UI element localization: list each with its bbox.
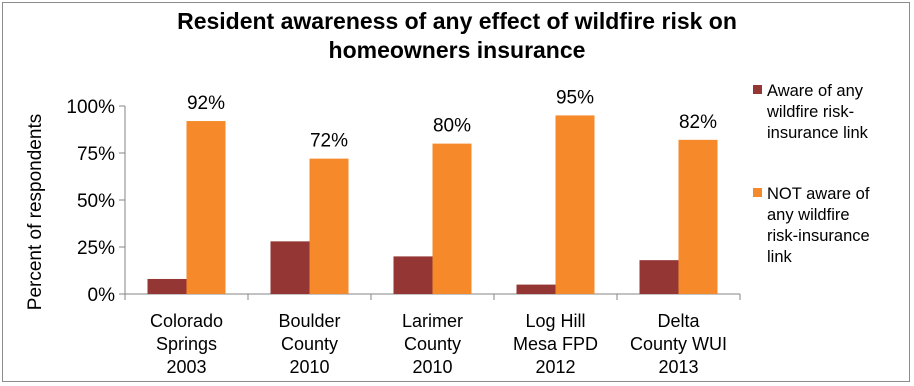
x-category-label: Mesa FPD: [513, 334, 598, 354]
x-category-label: County: [404, 334, 461, 354]
bar-data-label: 80%: [433, 116, 471, 137]
bar-data-label: 72%: [310, 131, 348, 152]
x-category-label: Delta: [657, 311, 700, 331]
legend-swatch-1: [753, 85, 762, 94]
bar-series-2: [309, 158, 349, 294]
legend-label-2: link: [767, 248, 793, 266]
bar-series-2: [678, 139, 718, 294]
legend-label-1: wildfire risk-: [766, 103, 854, 121]
bar-series-2: [432, 143, 472, 294]
chart-frame: Resident awareness of any effect of wild…: [2, 2, 910, 382]
chart: Resident awareness of any effect of wild…: [25, 8, 870, 377]
y-tick-label: 50%: [77, 191, 115, 212]
bar-series-1: [147, 278, 187, 294]
legend-label-2: NOT aware of: [767, 185, 870, 203]
legend-label-1: Aware of any: [767, 82, 864, 100]
bar-series-1: [393, 256, 433, 294]
x-category-label: Colorado: [150, 311, 223, 331]
y-axis-label: Percent of respondents: [25, 114, 46, 310]
x-category-label: Springs: [156, 334, 217, 354]
x-category-label: 2003: [166, 357, 206, 377]
y-tick-label: 100%: [66, 97, 115, 118]
bar-series-1: [639, 260, 679, 294]
legend-label-1: insurance link: [767, 124, 869, 142]
bar-series-1: [270, 241, 310, 294]
bar-data-label: 92%: [187, 93, 225, 114]
bar-series-1: [516, 284, 556, 294]
x-category-label: 2010: [412, 357, 452, 377]
bar-data-label: 82%: [679, 112, 717, 133]
bar-series-2: [186, 121, 226, 294]
chart-title-line: homeowners insurance: [329, 37, 586, 63]
x-category-label: Log Hill: [525, 311, 585, 331]
x-category-label: Boulder: [278, 311, 340, 331]
legend-swatch-2: [753, 188, 762, 197]
x-category-label: County: [281, 334, 338, 354]
bar-data-label: 95%: [556, 87, 594, 108]
legend-label-2: any wildfire: [767, 206, 850, 224]
x-category-label: 2013: [658, 357, 698, 377]
legend-label-2: risk-insurance: [767, 227, 870, 245]
bar-series-2: [555, 115, 595, 295]
y-tick-label: 75%: [77, 144, 115, 165]
chart-title-line: Resident awareness of any effect of wild…: [177, 8, 737, 34]
x-category-label: Larimer: [402, 311, 463, 331]
x-category-label: 2010: [289, 357, 329, 377]
x-category-label: 2012: [535, 357, 575, 377]
y-tick-label: 25%: [77, 238, 115, 259]
y-tick-label: 0%: [88, 285, 116, 306]
x-category-label: County WUI: [630, 334, 727, 354]
